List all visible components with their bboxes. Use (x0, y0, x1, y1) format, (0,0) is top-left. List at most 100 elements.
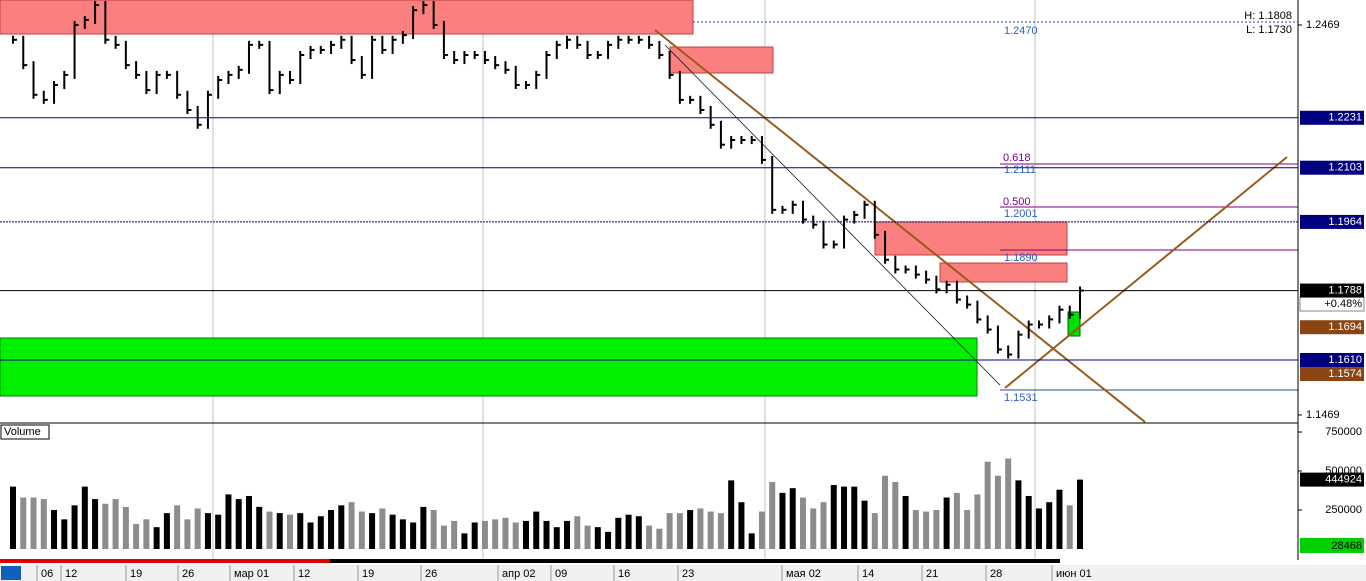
volume-bar (174, 505, 181, 549)
volume-bar (471, 522, 478, 549)
volume-bar (153, 527, 160, 549)
volume-bar (481, 520, 488, 549)
volume-bar (769, 481, 776, 549)
volume-bar (820, 502, 827, 549)
volume-bar (841, 486, 848, 549)
volume-bar (420, 506, 427, 549)
volume-bar (1066, 505, 1073, 549)
volume-bar (861, 500, 868, 549)
volume-bar (810, 508, 817, 549)
volume-bar (307, 522, 314, 549)
supply-zone (939, 262, 1068, 283)
volume-bar (902, 495, 909, 549)
volume-bar (369, 513, 376, 549)
volume-bar (676, 513, 683, 549)
volume-bar (215, 514, 222, 549)
volume-bar (256, 506, 263, 549)
change-label: +0.48% (1324, 298, 1362, 310)
level-label: 1.1964 (1328, 216, 1362, 228)
x-labels: 06 12 19 26 мар 01 12 19 26 апр 02 09 16 23 мая 02 14… (36, 565, 1092, 581)
volume-bar (625, 514, 632, 549)
volume-bar (287, 514, 294, 549)
volume-bar (348, 502, 355, 549)
channel-line (664, 44, 1001, 386)
volume-bar (533, 511, 540, 549)
indicator-box (1300, 538, 1364, 553)
supply-zone (669, 46, 774, 74)
volume-bar (81, 486, 88, 549)
volume-bar (338, 505, 345, 549)
volume-bar (564, 520, 571, 549)
volume-bar (974, 494, 981, 549)
fib-label: 1.2470 (1004, 25, 1038, 37)
volume-bar (204, 513, 211, 549)
volume-bar (748, 533, 755, 549)
x-tick-label: 23 (682, 568, 694, 580)
volume-bar (923, 511, 930, 549)
volume-bar (738, 502, 745, 549)
fib-label: 0.500 (1003, 196, 1031, 208)
volume-bar (799, 497, 806, 549)
volume-bar (71, 505, 78, 549)
volume-bar (779, 492, 786, 549)
volume-bar (399, 519, 406, 549)
volume-bar (851, 486, 858, 549)
volume-bar (707, 511, 714, 549)
demand-zone (0, 337, 978, 397)
volume-bar (953, 492, 960, 549)
volume-bar (297, 513, 304, 549)
x-tick-label: 21 (926, 568, 938, 580)
volume-bar (1025, 495, 1032, 549)
volume-bar (61, 519, 68, 549)
high-label: H: 1.1808 (1244, 10, 1292, 22)
level-label: 1.1694 (1328, 321, 1362, 333)
panel-label: Volume (4, 426, 41, 438)
x-tick-label: 26 (425, 568, 437, 580)
volume-bar (358, 511, 365, 549)
volume-bar (789, 488, 796, 549)
fib-label: 1.1890 (1004, 252, 1038, 264)
volume-bar (912, 510, 919, 549)
y-tick-label: 1.1469 (1306, 409, 1340, 421)
volume-bar (758, 511, 765, 549)
volume-bar (163, 513, 170, 549)
volume-bar (522, 520, 529, 549)
volume-bar (1077, 479, 1083, 549)
volume-bar (646, 525, 653, 549)
menu-button[interactable] (1, 566, 21, 580)
level-label: 1.2103 (1328, 162, 1362, 174)
low-label: L: 1.1730 (1246, 24, 1292, 36)
level-box (1300, 367, 1364, 382)
x-tick-label: 09 (555, 568, 567, 580)
volume-bar (615, 517, 622, 549)
fib-label: 1.2001 (1004, 208, 1038, 220)
trend-line (654, 29, 1146, 423)
x-tick-label: июн 01 (1056, 568, 1092, 580)
volume-bar (512, 522, 519, 549)
level-box (1300, 160, 1364, 175)
volume-bar (112, 499, 119, 549)
fib-label: 0.618 (1003, 152, 1031, 164)
volume-bar (892, 481, 899, 549)
volume-bar (584, 525, 591, 549)
x-tick-label: 12 (298, 568, 310, 580)
volume-bar (933, 510, 940, 549)
supply-zone (0, 0, 694, 35)
level-label: 1.1788 (1328, 284, 1362, 296)
volume-bar (656, 528, 663, 549)
fib-label: 1.2111 (1004, 164, 1036, 176)
x-tick-label: 16 (618, 568, 630, 580)
x-tick-label: мар 01 (234, 568, 269, 580)
volume-bar (943, 497, 950, 549)
volume-bar (1005, 458, 1012, 549)
volume-bar (1035, 508, 1042, 549)
y-tick-label: 250000 (1325, 504, 1362, 516)
x-tick-label: 26 (182, 568, 194, 580)
volume-bar (553, 527, 560, 549)
level-label: 1.2231 (1328, 112, 1362, 124)
volume-bar (430, 510, 437, 549)
volume-bar (51, 510, 58, 549)
volume-bar (984, 461, 991, 549)
volume-bar (543, 520, 550, 549)
